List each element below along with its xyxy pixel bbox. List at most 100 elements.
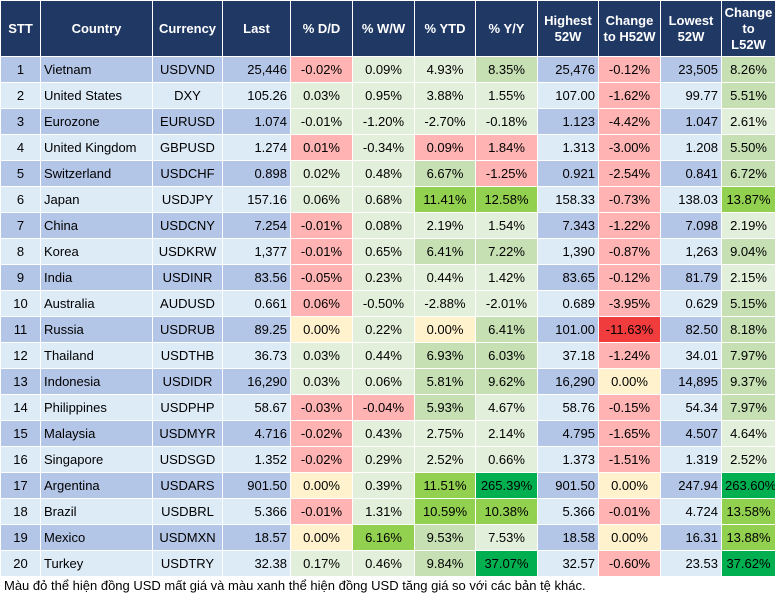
cell-cl: 13.87% — [721, 186, 776, 213]
cell-ch: -1.62% — [598, 82, 661, 109]
cell-high: 0.921 — [537, 160, 599, 187]
header-stt[interactable]: STT — [0, 0, 41, 57]
header-last[interactable]: Last — [222, 0, 291, 57]
cell-high: 58.76 — [537, 394, 599, 421]
cell-ww: 0.43% — [352, 420, 415, 447]
cell-dd: -0.02% — [290, 56, 353, 83]
cell-high: 18.58 — [537, 524, 599, 551]
cell-currency: USDTHB — [152, 342, 223, 369]
cell-currency: EURUSD — [152, 108, 223, 135]
cell-low: 81.79 — [660, 264, 722, 291]
cell-ww: -0.04% — [352, 394, 415, 421]
cell-ytd: 4.93% — [414, 56, 476, 83]
cell-dd: -0.01% — [290, 498, 353, 525]
cell-low: 23.53 — [660, 550, 722, 577]
cell-last: 901.50 — [222, 472, 291, 499]
cell-cl: 6.72% — [721, 160, 776, 187]
cell-cl: 8.26% — [721, 56, 776, 83]
cell-country: Indonesia — [40, 368, 153, 395]
cell-low: 82.50 — [660, 316, 722, 343]
cell-ytd: 6.41% — [414, 238, 476, 265]
header-low[interactable]: Lowest 52W — [660, 0, 722, 57]
cell-dd: 0.03% — [290, 368, 353, 395]
cell-cl: 5.15% — [721, 290, 776, 317]
cell-currency: USDIDR — [152, 368, 223, 395]
cell-cl: 13.88% — [721, 524, 776, 551]
header-ww[interactable]: % W/W — [352, 0, 415, 57]
cell-ch: -1.65% — [598, 420, 661, 447]
cell-stt: 18 — [0, 498, 41, 525]
header-country[interactable]: Country — [40, 0, 153, 57]
header-ch[interactable]: Change to H52W — [598, 0, 661, 57]
cell-low: 54.34 — [660, 394, 722, 421]
header-ytd[interactable]: % YTD — [414, 0, 476, 57]
footnote: Màu đỏ thể hiện đồng USD mất giá và màu … — [4, 578, 586, 593]
cell-dd: 0.06% — [290, 186, 353, 213]
cell-currency: USDPHP — [152, 394, 223, 421]
cell-dd: -0.02% — [290, 446, 353, 473]
cell-yy: 9.62% — [475, 368, 538, 395]
cell-yy: 6.03% — [475, 342, 538, 369]
cell-stt: 19 — [0, 524, 41, 551]
cell-stt: 2 — [0, 82, 41, 109]
cell-dd: -0.01% — [290, 108, 353, 135]
cell-high: 158.33 — [537, 186, 599, 213]
cell-country: United Kingdom — [40, 134, 153, 161]
header-cl[interactable]: Change to L52W — [721, 0, 776, 57]
table-body: 1 Vietnam USDVND 25,446 -0.02% 0.09% 4.93% 8.35… — [0, 56, 776, 577]
cell-last: 4.716 — [222, 420, 291, 447]
cell-currency: USDRUB — [152, 316, 223, 343]
cell-cl: 263.60% — [721, 472, 776, 499]
cell-last: 89.25 — [222, 316, 291, 343]
cell-ww: 0.46% — [352, 550, 415, 577]
cell-ch: -0.60% — [598, 550, 661, 577]
cell-country: China — [40, 212, 153, 239]
cell-ww: 0.29% — [352, 446, 415, 473]
cell-ww: 0.39% — [352, 472, 415, 499]
cell-ch: -0.12% — [598, 264, 661, 291]
cell-stt: 15 — [0, 420, 41, 447]
cell-country: Mexico — [40, 524, 153, 551]
cell-high: 7.343 — [537, 212, 599, 239]
cell-ytd: 0.09% — [414, 134, 476, 161]
cell-high: 1.123 — [537, 108, 599, 135]
cell-dd: 0.01% — [290, 134, 353, 161]
table-row: 19 Mexico USDMXN 18.57 0.00% 6.16% 9.53% 7.53% 1… — [0, 524, 776, 551]
cell-dd: 0.17% — [290, 550, 353, 577]
cell-dd: 0.03% — [290, 82, 353, 109]
cell-ww: 0.65% — [352, 238, 415, 265]
cell-dd: -0.03% — [290, 394, 353, 421]
cell-low: 34.01 — [660, 342, 722, 369]
cell-ch: -0.15% — [598, 394, 661, 421]
cell-cl: 9.37% — [721, 368, 776, 395]
cell-last: 58.67 — [222, 394, 291, 421]
cell-dd: 0.02% — [290, 160, 353, 187]
header-dd[interactable]: % D/D — [290, 0, 353, 57]
cell-country: Switzerland — [40, 160, 153, 187]
table-row: 1 Vietnam USDVND 25,446 -0.02% 0.09% 4.93% 8.35… — [0, 56, 776, 83]
table-row: 7 China USDCNY 7.254 -0.01% 0.08% 2.19% 1.54% 7.… — [0, 212, 776, 239]
header-high[interactable]: Highest 52W — [537, 0, 599, 57]
cell-country: Australia — [40, 290, 153, 317]
cell-high: 32.57 — [537, 550, 599, 577]
cell-cl: 7.97% — [721, 394, 776, 421]
cell-ytd: 10.59% — [414, 498, 476, 525]
header-yy[interactable]: % Y/Y — [475, 0, 538, 57]
cell-yy: -0.18% — [475, 108, 538, 135]
cell-ytd: 5.93% — [414, 394, 476, 421]
cell-yy: 7.53% — [475, 524, 538, 551]
table-row: 2 United States DXY 105.26 0.03% 0.95% 3.88% 1.… — [0, 82, 776, 109]
cell-last: 157.16 — [222, 186, 291, 213]
cell-high: 101.00 — [537, 316, 599, 343]
header-currency[interactable]: Currency — [152, 0, 223, 57]
cell-ytd: -2.70% — [414, 108, 476, 135]
cell-ch: 0.00% — [598, 524, 661, 551]
cell-country: Brazil — [40, 498, 153, 525]
cell-yy: 37.07% — [475, 550, 538, 577]
cell-stt: 17 — [0, 472, 41, 499]
cell-ch: -4.42% — [598, 108, 661, 135]
cell-yy: 1.55% — [475, 82, 538, 109]
table-row: 14 Philippines USDPHP 58.67 -0.03% -0.04% 5.93… — [0, 394, 776, 421]
cell-yy: 265.39% — [475, 472, 538, 499]
cell-stt: 10 — [0, 290, 41, 317]
